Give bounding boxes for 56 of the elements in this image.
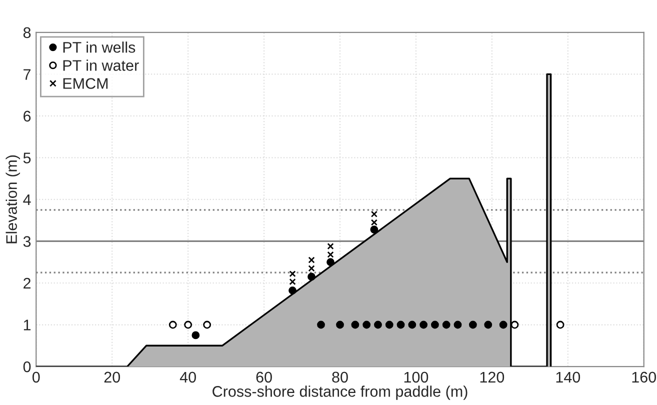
point (420, 320, 428, 329)
point (510, 320, 519, 329)
x-tick-label: 80 (332, 372, 348, 383)
point (326, 258, 334, 266)
x-tick-label: 40 (180, 372, 196, 383)
x-axis-title: Cross-shore distance from paddle (m) (212, 386, 468, 400)
point (374, 320, 382, 329)
point (308, 272, 316, 281)
point (289, 270, 296, 278)
point (327, 242, 334, 250)
y-tick-label: 7 (24, 69, 31, 80)
point (499, 320, 508, 329)
x-tick-label: 60 (256, 372, 272, 383)
point (468, 320, 477, 329)
y-tick-label: 8 (23, 27, 31, 38)
legend-label: PT in wells (63, 42, 136, 53)
point (408, 320, 416, 329)
x-tick-label: 100 (404, 372, 428, 383)
y-axis-title: Elevation (m) (6, 155, 20, 244)
point (308, 265, 315, 272)
point (370, 210, 378, 218)
point (385, 320, 394, 329)
legend-label: EMCM (63, 78, 108, 89)
x-tick-label: 160 (632, 372, 656, 383)
y-tick-label: 1 (24, 320, 31, 330)
y-tick-label: 3 (23, 236, 31, 247)
y-tick-label: 2 (24, 278, 31, 289)
y-tick-label: 0 (23, 361, 31, 372)
y-tick-label: 6 (24, 110, 31, 122)
point (308, 256, 315, 264)
legend-label: PT in water (63, 60, 139, 71)
point (454, 320, 462, 329)
x-tick-label: 120 (480, 372, 504, 383)
point (288, 286, 296, 294)
point (442, 320, 450, 329)
point (396, 320, 405, 329)
x-tick-label: 20 (104, 372, 120, 383)
point (336, 320, 344, 329)
point (327, 251, 334, 258)
point (351, 320, 360, 329)
x-tick-label: 140 (556, 372, 580, 383)
point (192, 331, 200, 340)
point (317, 320, 325, 329)
x-tick-label: 0 (32, 372, 40, 383)
point (556, 320, 564, 329)
point (168, 320, 177, 329)
y-tick-label: 4 (23, 194, 31, 205)
point (370, 219, 378, 226)
point (203, 320, 212, 329)
point (484, 320, 492, 329)
point (370, 226, 378, 234)
y-tick-label: 5 (23, 152, 31, 164)
point (184, 320, 192, 329)
point (289, 278, 296, 286)
point (362, 320, 371, 329)
point (431, 320, 439, 329)
